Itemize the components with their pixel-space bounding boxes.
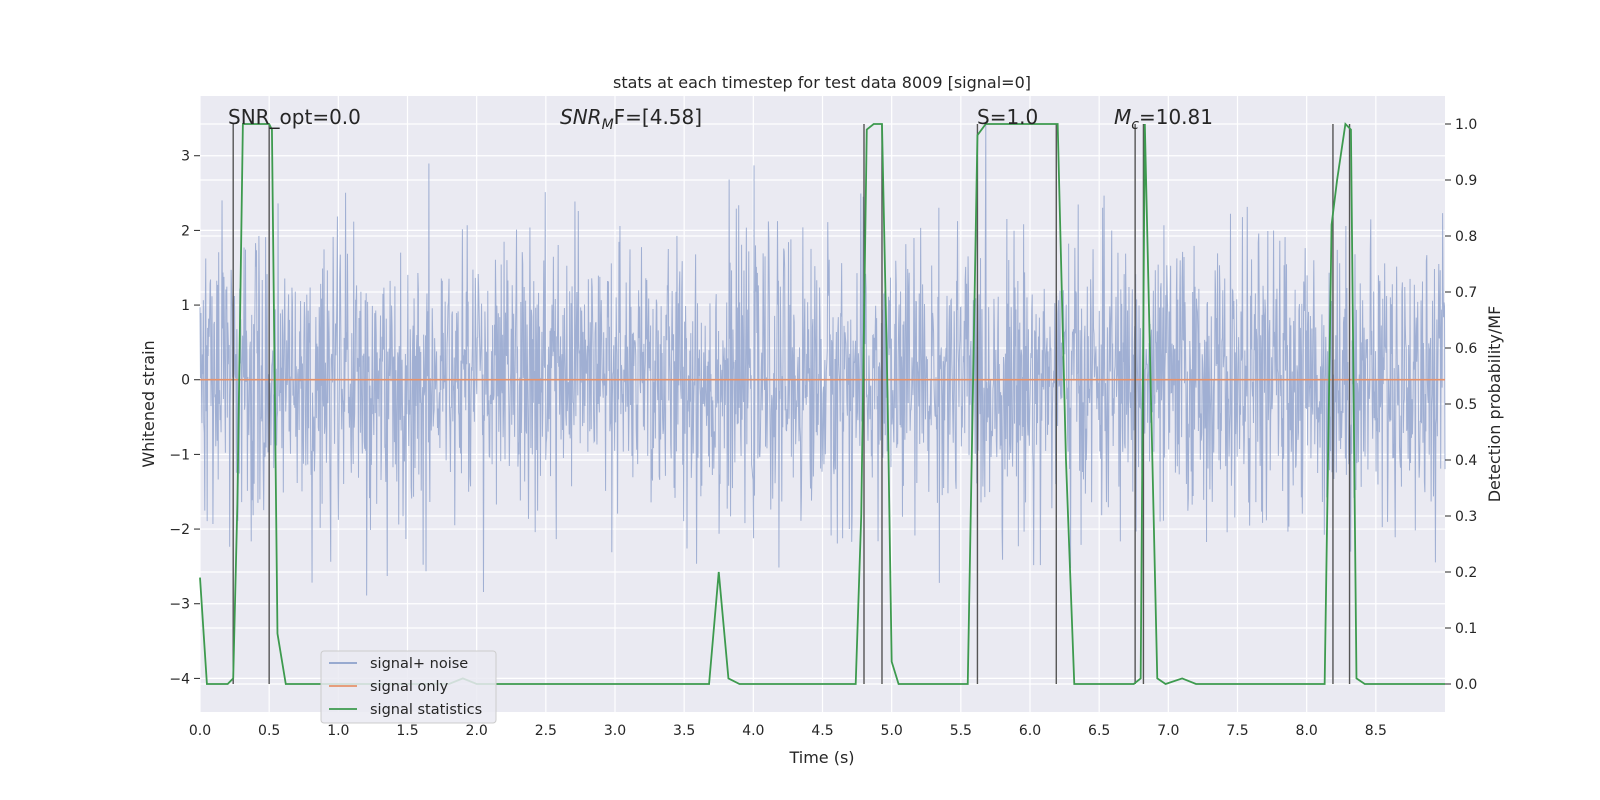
x-tick-label: 8.5 [1365, 723, 1387, 739]
y2-tick-label: 0.4 [1455, 453, 1477, 469]
y2-tick-label: 0.9 [1455, 173, 1477, 189]
y2-tick-label: 0.6 [1455, 341, 1477, 357]
x-tick-label: 1.0 [327, 723, 349, 739]
y2-tick-label: 0.2 [1455, 565, 1477, 581]
y-tick-label: −3 [169, 597, 190, 613]
y2-tick-label: 0.3 [1455, 509, 1477, 525]
legend: signal+ noise signal only signal statist… [320, 650, 497, 724]
legend-label-noise: signal+ noise [370, 656, 468, 672]
annotation-mc-rest: =10.81 [1139, 105, 1213, 129]
x-tick-label: 6.5 [1088, 723, 1110, 739]
x-axis-label: Time (s) [788, 748, 854, 767]
x-tick-label: 5.0 [881, 723, 903, 739]
signal-statistics-line [199, 122, 1445, 685]
y2-axis-label: Detection probability/MF [1485, 306, 1504, 503]
x-tick-label: 3.0 [604, 723, 626, 739]
x-tick-label: 3.5 [673, 723, 695, 739]
x-tick-labels: 0.0 0.5 1.0 1.5 2.0 2.5 3.0 3.5 4.0 4.5 5.0 5.5 6.0 6… [189, 723, 1387, 739]
x-tick-label: 5.5 [950, 723, 972, 739]
annotation-snr-mf: SNRMF=[4.58] [560, 105, 702, 133]
x-tick-label: 7.0 [1157, 723, 1179, 739]
y2-tick-label: 1.0 [1455, 117, 1477, 133]
x-tick-label: 6.0 [1019, 723, 1041, 739]
x-tick-label: 0.5 [258, 723, 280, 739]
x-tick-label: 0.0 [189, 723, 211, 739]
legend-label-stats: signal statistics [370, 702, 482, 718]
annotation-mc: Mc=10.81 [1114, 105, 1213, 133]
y2-tick-label: 0.7 [1455, 285, 1477, 301]
annotation-snr-mf-main: SNR [560, 105, 602, 129]
x-tick-label: 2.0 [466, 723, 488, 739]
y-tick-label: −2 [169, 522, 190, 538]
x-tick-label: 4.0 [742, 723, 764, 739]
signal-noise-line [199, 121, 1446, 596]
y2-tick-label: 0.0 [1455, 677, 1477, 693]
y2-tick-label: 0.5 [1455, 397, 1477, 413]
annotation-mc-sub: c [1131, 117, 1139, 133]
x-tick-label: 2.5 [535, 723, 557, 739]
annotation-snr-mf-sub: M [602, 117, 614, 133]
x-tick-label: 1.5 [396, 723, 418, 739]
x-tick-label: 8.0 [1296, 723, 1318, 739]
signal-noise-series [199, 121, 1446, 596]
y-tick-label: 3 [181, 149, 190, 165]
y2-tick-labels: 0.0 0.1 0.2 0.3 0.4 0.5 0.6 0.7 0.8 0.9 1.0 [1445, 117, 1477, 693]
chart-title: stats at each timestep for test data 800… [613, 73, 1031, 92]
y-tick-label: 2 [181, 223, 190, 239]
annotation-mc-main: M [1114, 105, 1131, 129]
x-tick-label: 7.5 [1226, 723, 1248, 739]
annotation-snr-mf-rest: F=[4.58] [614, 105, 702, 129]
annotation-snr-opt: SNR_opt=0.0 [228, 105, 361, 129]
y-tick-label: 0 [181, 373, 190, 389]
annotation-s-value: S=1.0 [977, 105, 1038, 129]
y-tick-label: 1 [181, 298, 190, 314]
legend-box [320, 650, 497, 724]
signal-statistics-series [199, 122, 1445, 685]
y-tick-label: −4 [169, 671, 190, 687]
legend-label-signal: signal only [370, 679, 449, 695]
x-tick-label: 4.5 [811, 723, 833, 739]
y-tick-labels: −4 −3 −2 −1 0 1 2 3 [169, 149, 200, 687]
y2-tick-label: 0.1 [1455, 621, 1477, 637]
y-tick-label: −1 [169, 447, 190, 463]
y-axis-label: Whitened strain [139, 340, 158, 467]
y2-tick-label: 0.8 [1455, 229, 1477, 245]
